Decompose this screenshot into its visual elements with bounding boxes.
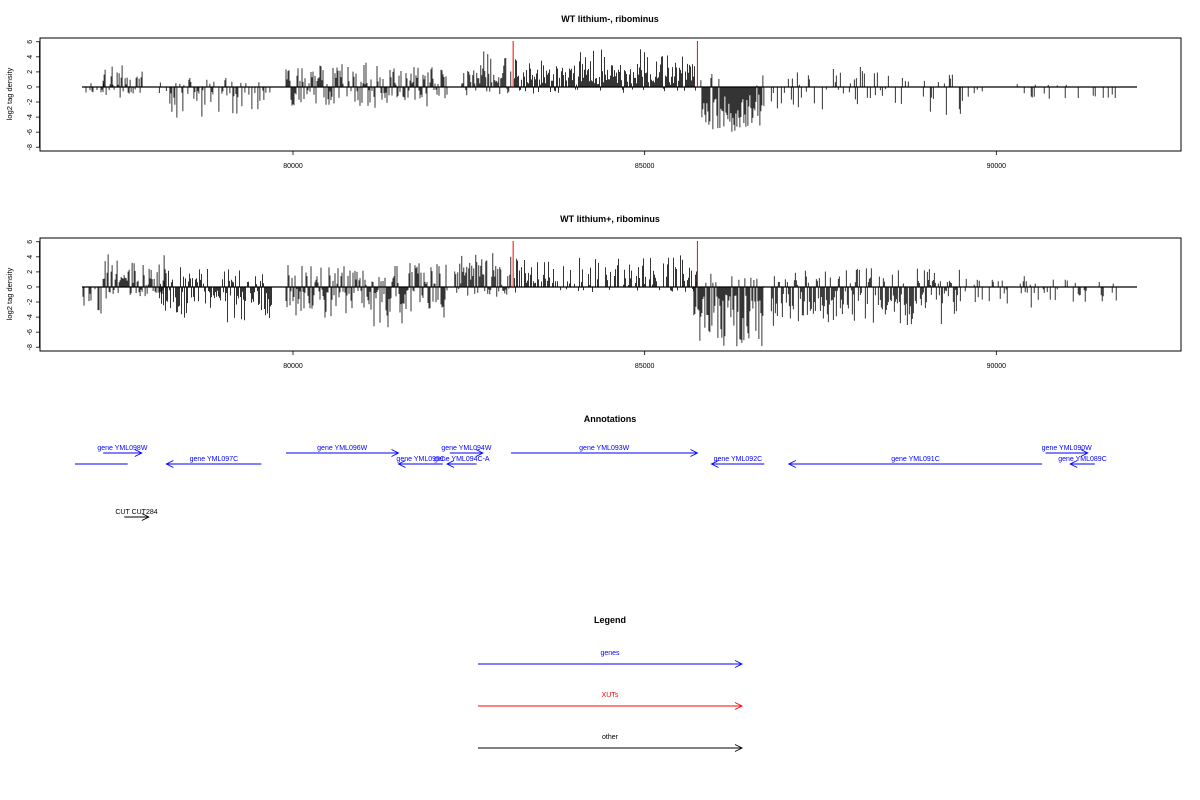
track-panel-2: WT lithium+, ribominus log2 tag density … (5, 214, 1182, 370)
y-tick-label: 6 (27, 240, 34, 244)
legend-label: XUTs (602, 692, 619, 699)
y-tick-label: 4 (27, 55, 34, 59)
y-tick-label: -6 (27, 329, 34, 335)
annotations-title: Annotations (584, 414, 637, 424)
legend-label: genes (600, 650, 620, 657)
y-tick-label: 4 (27, 255, 34, 259)
arrow-head (734, 702, 744, 710)
feature-label: gene YML091C (891, 456, 940, 463)
panel-2-plot-box (39, 237, 1182, 352)
annotation-feature: gene YML089C (1058, 456, 1107, 468)
panel-1-ylabel: log2 tag density (5, 67, 14, 120)
annotation-feature: gene YML094C-A (434, 456, 490, 468)
legend-item: genes (478, 650, 744, 668)
arrow-head (1069, 460, 1078, 468)
feature-label: gene YML093W (579, 445, 629, 452)
y-tick-label: -6 (27, 129, 34, 135)
legend-items: genes XUTs other (478, 650, 744, 752)
feature-label: gene YML095C (396, 456, 445, 463)
x-tick-label: 85000 (635, 363, 655, 370)
feature-label: gene YML094C-A (434, 456, 490, 463)
arrow-head (391, 449, 400, 457)
arrow-head (446, 460, 455, 468)
x-tick-label: 85000 (635, 163, 655, 170)
feature-label: gene YML092C (714, 456, 763, 463)
y-tick-label: -2 (27, 299, 34, 305)
y-tick-label: -8 (27, 344, 34, 350)
feature-label: gene YML094W (441, 445, 491, 452)
arrow-head (787, 460, 797, 468)
arrow-head (1080, 449, 1089, 457)
panel-2-title: WT lithium+, ribominus (560, 214, 660, 224)
arrow-head (141, 513, 150, 521)
legend-panel: Legend genes XUTs other (478, 615, 744, 752)
legend-title: Legend (594, 615, 626, 625)
annotation-feature: gene YML094W (441, 445, 492, 457)
feature-label: gene YML096W (317, 445, 367, 452)
x-tick-label: 80000 (283, 163, 303, 170)
annotation-feature: CUT CUT284 (115, 509, 158, 521)
feature-label: CUT CUT284 (115, 509, 157, 516)
arrow-head (710, 460, 719, 468)
y-tick-label: 0 (27, 285, 34, 289)
arrow-head (734, 744, 744, 752)
y-tick-label: -8 (27, 144, 34, 150)
annotation-feature: gene YML092C (710, 456, 765, 468)
y-tick-label: 6 (27, 40, 34, 44)
panel-2-marks (82, 241, 1137, 347)
arrow-head (734, 660, 744, 668)
feature-label: gene YML089C (1058, 456, 1107, 463)
annotation-features: gene YML098W gene YML097C gene YML096W gene… (74, 445, 1107, 521)
y-tick-label: 2 (27, 70, 34, 74)
panel-1-title: WT lithium-, ribominus (561, 14, 659, 24)
annotation-feature: gene YML093W (511, 445, 699, 457)
arrow-head (165, 460, 174, 468)
track-panel-1: WT lithium-, ribominus log2 tag density … (5, 14, 1182, 170)
arrow-head (690, 449, 699, 457)
panel-1-axes: -8 -6 -4 -2 0 2 4 6 80000 85000 90000 (27, 40, 1006, 170)
x-tick-label: 80000 (283, 363, 303, 370)
panel-1-marks (82, 41, 1137, 132)
annotation-feature: gene YML098W (97, 445, 148, 457)
panel-1-plot-box (39, 37, 1182, 152)
x-tick-label: 90000 (987, 363, 1007, 370)
legend-item: other (478, 734, 744, 752)
x-tick-label: 90000 (987, 163, 1007, 170)
arrow-head (397, 460, 406, 468)
panel-2-axes: -8 -6 -4 -2 0 2 4 6 80000 85000 90000 (27, 240, 1006, 370)
arrow-head (475, 449, 484, 457)
y-tick-label: 2 (27, 270, 34, 274)
feature-label: gene YML098W (97, 445, 147, 452)
feature-label: gene YML090W (1042, 445, 1092, 452)
panel-2-ylabel: log2 tag density (5, 267, 14, 320)
y-tick-label: -4 (27, 114, 34, 120)
legend-item: XUTs (478, 692, 744, 710)
annotation-feature: gene YML090W (1042, 445, 1092, 457)
arrow-head (134, 449, 143, 457)
y-tick-label: 0 (27, 85, 34, 89)
annotation-feature: gene YML096W (285, 445, 400, 457)
annotation-feature: gene YML091C (787, 456, 1043, 468)
legend-label: other (602, 734, 619, 741)
y-tick-label: -2 (27, 99, 34, 105)
feature-label: gene YML097C (190, 456, 239, 463)
annotation-feature: gene YML095C (396, 456, 445, 468)
annotation-feature: gene YML097C (165, 456, 262, 468)
y-tick-label: -4 (27, 314, 34, 320)
